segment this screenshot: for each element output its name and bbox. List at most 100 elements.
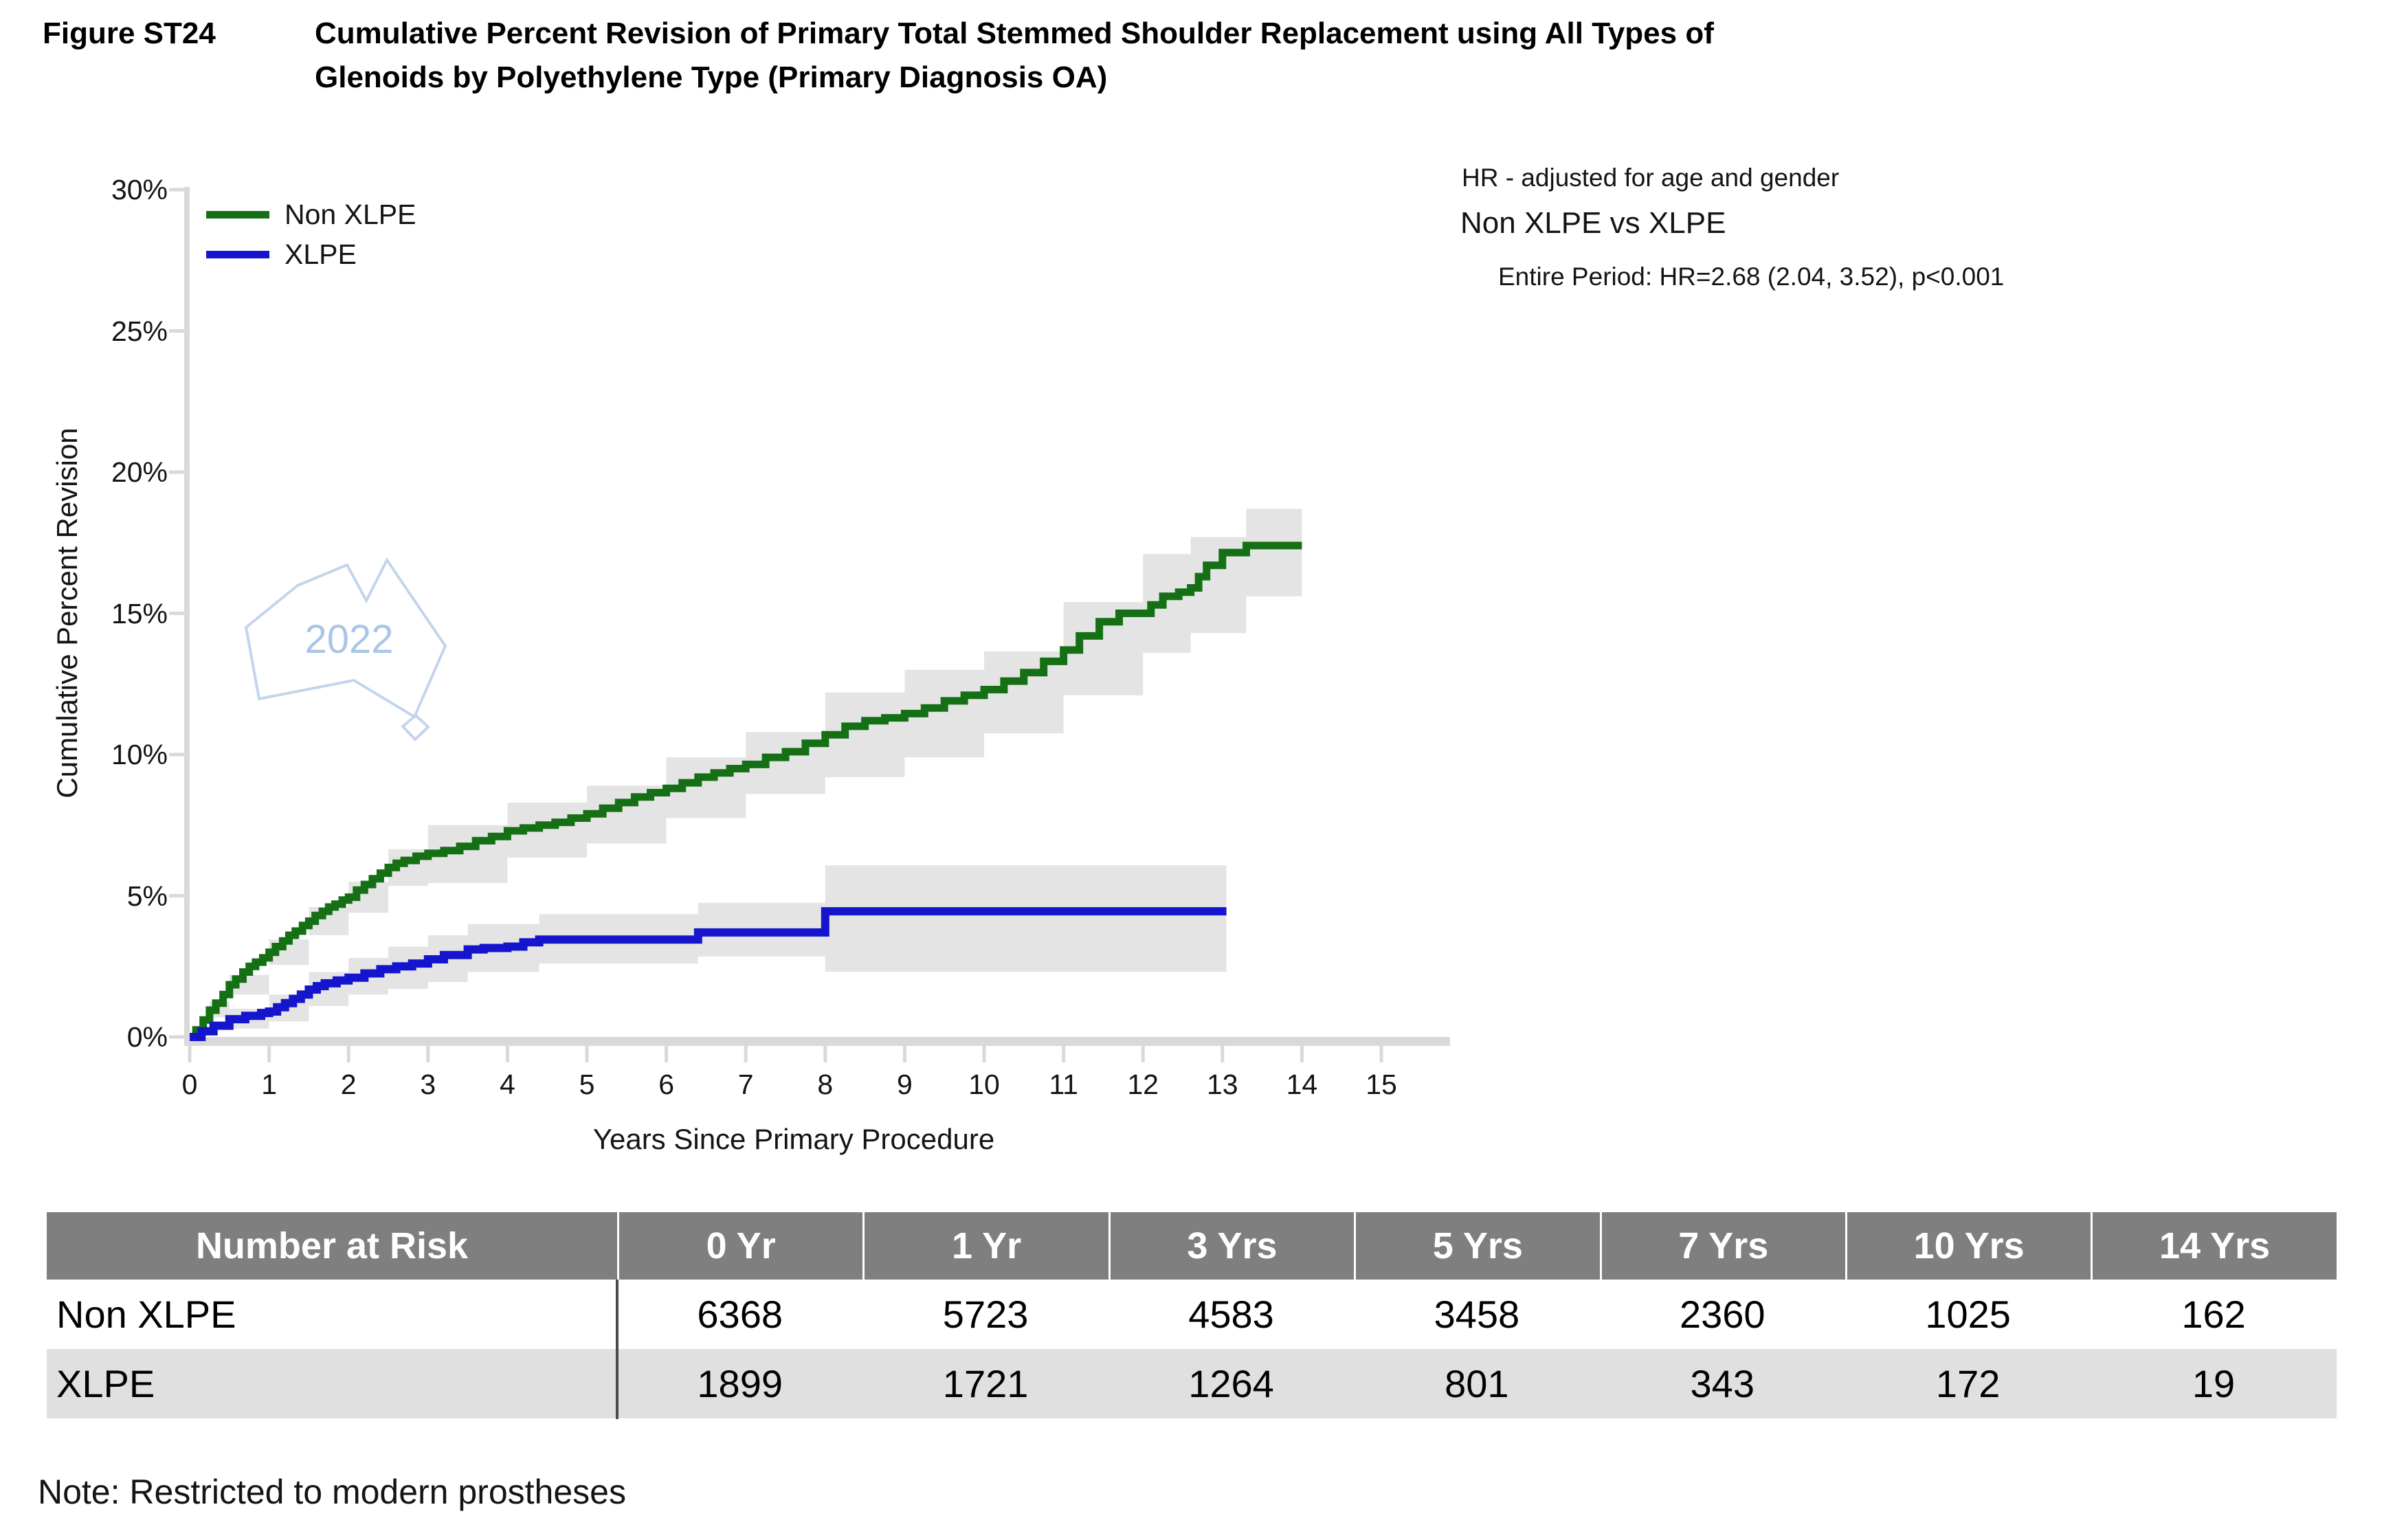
legend-item-xlpe: XLPE bbox=[206, 234, 416, 274]
x-tick-label: 8 bbox=[817, 1069, 834, 1100]
risk-table-header-cell: 5 Yrs bbox=[1354, 1212, 1600, 1280]
tasmania-outline-icon bbox=[401, 713, 430, 741]
x-tick-label: 5 bbox=[579, 1069, 595, 1100]
footnote: Note: Restricted to modern prostheses bbox=[38, 1473, 626, 1511]
legend-label: XLPE bbox=[285, 238, 357, 270]
risk-table-header-cell: 1 Yr bbox=[862, 1212, 1109, 1280]
hr-adjustment-note: HR - adjusted for age and gender bbox=[1462, 164, 1840, 192]
ci-band-xlpe bbox=[190, 865, 1227, 1037]
risk-table-value-cell: 1025 bbox=[1925, 1293, 2011, 1336]
tick-mark bbox=[1300, 1046, 1304, 1062]
risk-table-value-cell: 162 bbox=[2181, 1293, 2246, 1336]
non-xlpe-line-swatch bbox=[206, 210, 269, 219]
tick-mark bbox=[169, 612, 184, 615]
legend: Non XLPE XLPE bbox=[206, 194, 416, 274]
risk-table-value-cell: 19 bbox=[2192, 1362, 2236, 1405]
risk-table-value-cell: 3458 bbox=[1434, 1293, 1520, 1336]
curve-xlpe bbox=[190, 907, 1227, 1041]
y-tick-label: 15% bbox=[111, 597, 168, 629]
tick-mark bbox=[505, 1046, 509, 1062]
tick-mark bbox=[169, 329, 184, 333]
risk-table-value-cell: 343 bbox=[1690, 1362, 1754, 1405]
risk-table-header-row: Number at Risk 0 Yr 1 Yr 3 Yrs 5 Yrs 7 Yrs 10 … bbox=[47, 1212, 2337, 1280]
risk-table-value-cell: 1899 bbox=[697, 1362, 783, 1405]
risk-table-value-cell: 2360 bbox=[1679, 1293, 1765, 1336]
risk-table-value-cell: 5723 bbox=[942, 1293, 1029, 1336]
table-column-divider bbox=[616, 1280, 619, 1419]
number-at-risk-table: Number at Risk 0 Yr 1 Yr 3 Yrs 5 Yrs 7 Yrs 10 … bbox=[47, 1212, 2337, 1418]
tick-mark bbox=[585, 1046, 589, 1062]
figure-number: Figure ST24 bbox=[43, 16, 216, 50]
tick-mark bbox=[169, 470, 184, 474]
risk-table-row-non-xlpe: Non XLPE 6368 5723 4583 3458 2360 1025 162 bbox=[47, 1280, 2337, 1349]
risk-table-value-cell: 4583 bbox=[1188, 1293, 1274, 1336]
y-tick-label: 5% bbox=[126, 880, 168, 912]
x-tick-label: 0 bbox=[181, 1069, 198, 1100]
risk-table-header-cell: 0 Yr bbox=[617, 1212, 863, 1280]
tick-mark bbox=[665, 1046, 669, 1062]
risk-table-value-cell: 6368 bbox=[697, 1293, 783, 1336]
risk-table-header-cell: 3 Yrs bbox=[1108, 1212, 1355, 1280]
x-tick-label: 12 bbox=[1127, 1069, 1159, 1100]
tick-mark bbox=[1221, 1046, 1225, 1062]
legend-item-non-xlpe: Non XLPE bbox=[206, 194, 416, 234]
ci-band-non-xlpe bbox=[190, 509, 1302, 1037]
tick-mark bbox=[744, 1046, 748, 1062]
y-axis-line bbox=[184, 187, 190, 1043]
hr-comparison: Non XLPE vs XLPE bbox=[1460, 206, 1726, 240]
y-tick-label: 30% bbox=[111, 174, 168, 205]
tick-mark bbox=[1062, 1046, 1066, 1062]
australia-outline-icon bbox=[244, 557, 447, 719]
risk-table-header-cell: 7 Yrs bbox=[1599, 1212, 1845, 1280]
x-axis-line bbox=[184, 1037, 1450, 1046]
tick-mark bbox=[169, 1035, 184, 1039]
tick-mark bbox=[267, 1046, 271, 1062]
y-tick-label: 10% bbox=[111, 739, 168, 770]
tick-mark bbox=[169, 188, 184, 192]
risk-table-header-cell: 10 Yrs bbox=[1845, 1212, 2091, 1280]
risk-table-value-cell: 1721 bbox=[942, 1362, 1029, 1405]
tick-mark bbox=[426, 1046, 430, 1062]
risk-table-value-cell: 172 bbox=[1935, 1362, 2001, 1405]
hr-result: Entire Period: HR=2.68 (2.04, 3.52), p<0… bbox=[1498, 263, 2005, 291]
risk-table-value-cell: 1264 bbox=[1188, 1362, 1274, 1405]
risk-table-row-label: XLPE bbox=[56, 1362, 155, 1405]
risk-table-row-label: Non XLPE bbox=[56, 1293, 236, 1336]
risk-table-header-cell: 14 Yrs bbox=[2091, 1212, 2337, 1280]
x-tick-label: 6 bbox=[658, 1069, 674, 1100]
x-tick-label: 4 bbox=[499, 1069, 515, 1100]
y-tick-label: 0% bbox=[126, 1021, 168, 1053]
x-tick-label: 11 bbox=[1049, 1069, 1078, 1100]
x-tick-label: 13 bbox=[1206, 1069, 1238, 1100]
confidence-bands bbox=[190, 509, 1302, 1037]
tick-mark bbox=[188, 1046, 192, 1062]
revision-curves bbox=[190, 542, 1302, 1041]
risk-table-row-xlpe: XLPE 1899 1721 1264 801 343 172 19 bbox=[47, 1349, 2337, 1418]
tick-marks bbox=[169, 188, 1383, 1062]
tick-mark bbox=[1141, 1046, 1145, 1062]
tick-mark bbox=[346, 1046, 350, 1062]
risk-table-header-cell: Number at Risk bbox=[47, 1212, 617, 1280]
legend-label: Non XLPE bbox=[285, 198, 416, 230]
figure-title-line1: Cumulative Percent Revision of Primary T… bbox=[315, 16, 1714, 50]
x-tick-label: 14 bbox=[1286, 1069, 1318, 1100]
axes bbox=[169, 187, 1450, 1062]
x-tick-label: 2 bbox=[340, 1069, 357, 1100]
x-tick-label: 7 bbox=[737, 1069, 754, 1100]
tick-mark bbox=[982, 1046, 986, 1062]
x-tick-label: 15 bbox=[1366, 1069, 1397, 1100]
y-tick-label: 20% bbox=[111, 456, 168, 488]
y-tick-label: 25% bbox=[111, 315, 168, 347]
x-axis-title: Years Since Primary Procedure bbox=[592, 1123, 995, 1155]
xlpe-line-swatch bbox=[206, 250, 269, 258]
tick-mark bbox=[1379, 1046, 1383, 1062]
tick-mark bbox=[169, 752, 184, 757]
x-tick-label: 3 bbox=[420, 1069, 436, 1100]
risk-table-value-cell: 801 bbox=[1445, 1362, 1509, 1405]
tick-mark bbox=[823, 1046, 827, 1062]
y-axis-title: Cumulative Percent Revision bbox=[51, 427, 83, 799]
registry-watermark: 2022 bbox=[244, 557, 447, 741]
curve-non-xlpe bbox=[190, 542, 1302, 1041]
x-tick-label: 10 bbox=[968, 1069, 1000, 1100]
